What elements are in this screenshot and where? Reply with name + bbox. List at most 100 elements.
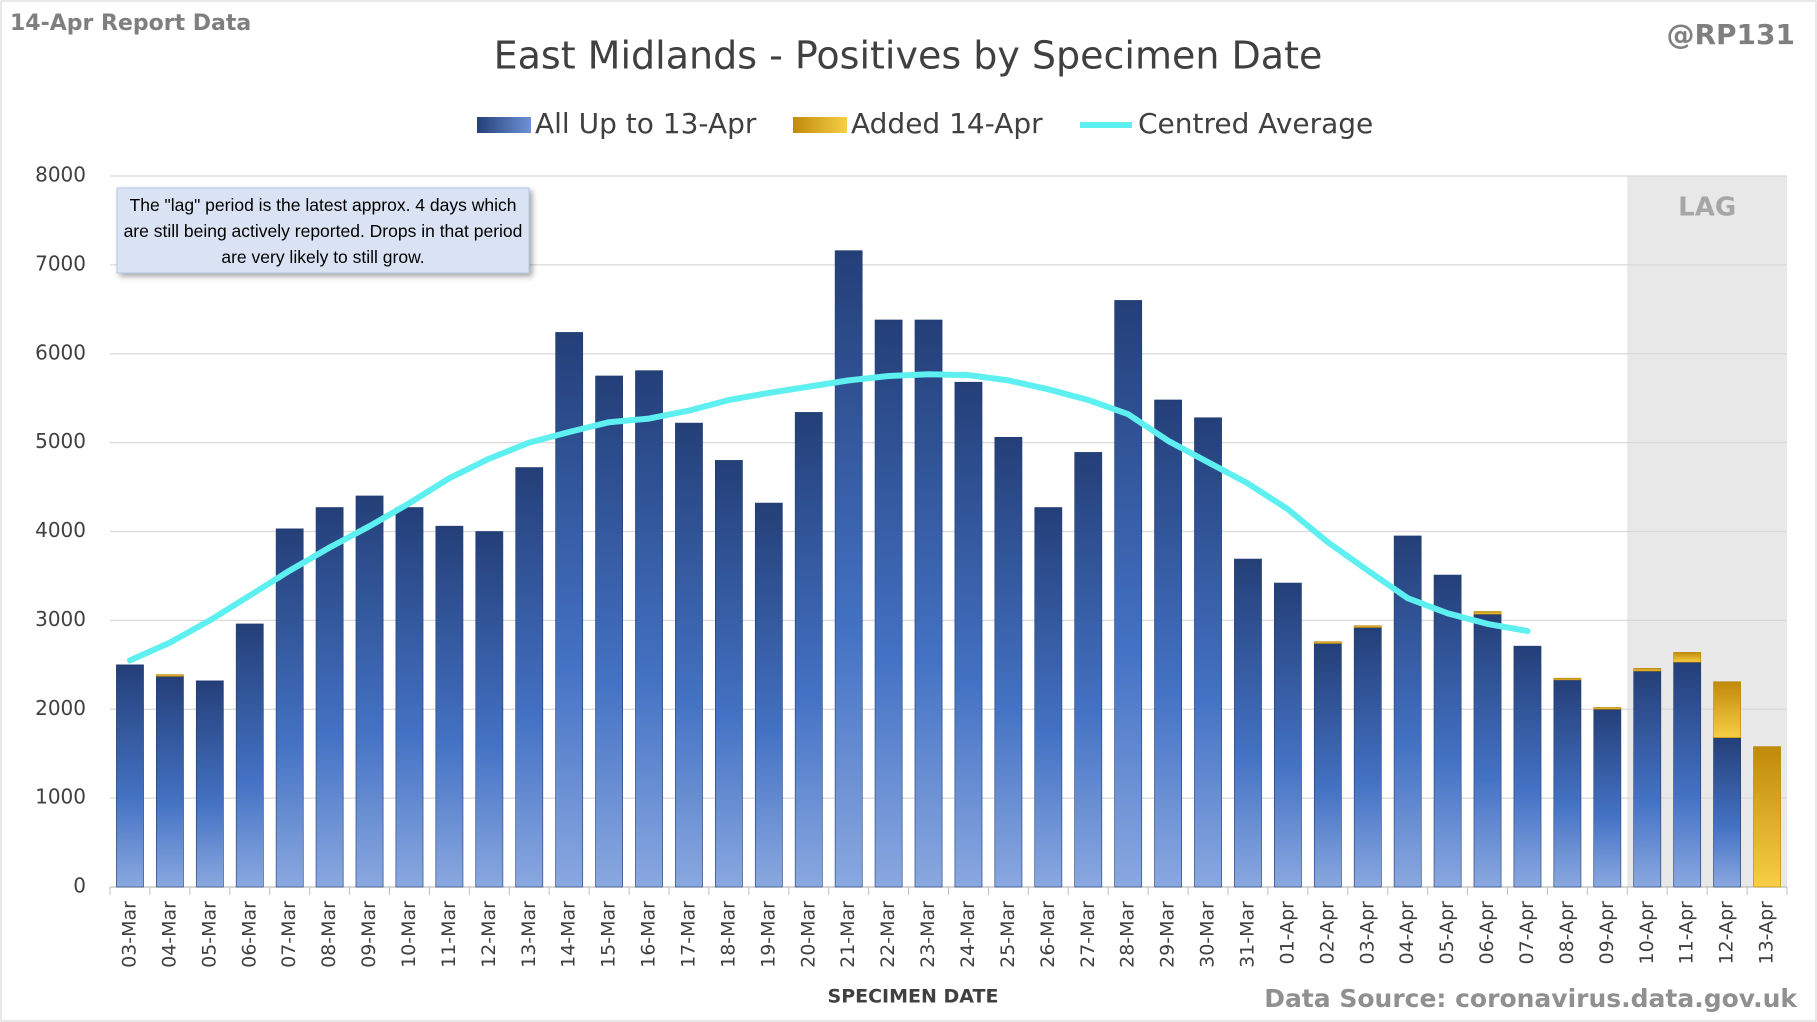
- bar-segment: [1633, 668, 1662, 672]
- bar-segment: [954, 381, 983, 888]
- x-tick-label: 13-Mar: [518, 901, 540, 968]
- x-tick-label: 14-Mar: [558, 901, 580, 968]
- x-tick-label: 31-Mar: [1236, 901, 1258, 968]
- average-line: [127, 371, 1531, 664]
- x-tick-label: 09-Apr: [1596, 901, 1618, 965]
- x-axis-title: SPECIMEN DATE: [828, 986, 999, 1008]
- y-tick-label: 5000: [35, 429, 86, 453]
- x-tick-label: 18-Mar: [717, 901, 739, 968]
- bar-segment: [475, 531, 504, 888]
- bar-segment: [515, 467, 544, 888]
- x-tick-label: 06-Apr: [1476, 901, 1498, 965]
- x-tick-label: 07-Apr: [1516, 901, 1538, 965]
- bar-segment: [1034, 507, 1063, 888]
- x-tick-label: 04-Mar: [158, 901, 180, 968]
- plot: LAG 0 1000 2000 3000 4000 5000 6000 7000 8000 03-M…: [35, 163, 1788, 968]
- x-tick-label: 11-Apr: [1676, 901, 1698, 965]
- x-tick-label: 04-Apr: [1396, 901, 1418, 965]
- bar-segment: [1553, 679, 1582, 888]
- y-tick-label: 6000: [35, 340, 86, 364]
- bar-segment: [1313, 641, 1342, 644]
- lag-label: LAG: [1678, 193, 1736, 223]
- bar-segment: [1473, 611, 1502, 615]
- x-tick-label: 08-Apr: [1556, 901, 1578, 965]
- x-tick-label: 23-Mar: [917, 901, 939, 968]
- bar-segment: [395, 507, 424, 888]
- x-tick-label: 06-Mar: [238, 901, 260, 968]
- bar-segment: [1593, 707, 1622, 710]
- bar-segment: [355, 495, 384, 888]
- legend-swatch: [793, 117, 847, 133]
- y-tick-label: 7000: [35, 251, 86, 275]
- x-tick-label: 12-Apr: [1716, 901, 1738, 965]
- x-tick-label: 26-Mar: [1037, 901, 1059, 968]
- bar-segment: [315, 507, 344, 888]
- bar-segment: [1194, 417, 1222, 888]
- x-tick-label: 19-Mar: [757, 901, 779, 968]
- y-tick-label: 1000: [35, 785, 86, 809]
- x-tick-label: 22-Mar: [877, 901, 899, 968]
- x-tick-label: 11-Mar: [438, 901, 460, 968]
- bar-segment: [794, 412, 823, 888]
- bar-segment: [235, 623, 264, 888]
- bar-segment: [156, 674, 184, 677]
- bar-segment: [1713, 681, 1741, 738]
- y-tick-label: 3000: [35, 607, 86, 631]
- x-tick-label: 03-Mar: [118, 901, 140, 968]
- bar-segment: [635, 370, 663, 888]
- x-tick-label: 20-Mar: [797, 901, 819, 968]
- legend-label: Added 14-Apr: [851, 107, 1043, 140]
- y-tick-label: 0: [73, 874, 86, 898]
- bar-segment: [1433, 574, 1462, 888]
- bar-segment: [994, 436, 1023, 888]
- x-tick-label: 27-Mar: [1077, 901, 1099, 968]
- y-tick-label: 4000: [35, 518, 86, 542]
- bar-segment: [1633, 670, 1662, 888]
- x-tick-label: 21-Mar: [837, 901, 859, 968]
- bar-segment: [1673, 652, 1702, 663]
- legend-label: Centred Average: [1138, 107, 1373, 140]
- x-tick-label: 07-Mar: [278, 901, 300, 968]
- y-tick-label: 2000: [35, 696, 86, 720]
- bar-segment: [195, 680, 224, 888]
- legend-swatch: [477, 117, 531, 133]
- x-tick-label: 17-Mar: [677, 901, 699, 968]
- x-tick-label: 03-Apr: [1356, 901, 1378, 965]
- bar-segment: [834, 250, 863, 888]
- x-tick-label: 24-Mar: [957, 901, 979, 968]
- x-tick-label: 13-Apr: [1756, 901, 1778, 965]
- x-tick-label: 10-Apr: [1636, 901, 1658, 965]
- bar-segment: [715, 460, 743, 888]
- bar-segment: [1114, 300, 1143, 888]
- x-tick-label: 08-Mar: [318, 901, 340, 968]
- bar-segment: [1074, 452, 1103, 888]
- bar-segment: [1713, 737, 1741, 888]
- bar-segment: [1673, 661, 1702, 888]
- bar-segment: [1353, 627, 1382, 888]
- legend: All Up to 13-Apr Added 14-Apr Centred Aver…: [477, 107, 1373, 140]
- author: @RP131: [1666, 18, 1795, 51]
- bar-segment: [914, 319, 943, 888]
- x-tick-label: 02-Apr: [1316, 901, 1338, 965]
- bar-segment: [1353, 625, 1382, 628]
- bar-segment: [1274, 582, 1302, 888]
- bar-segment: [1154, 399, 1182, 888]
- source: Data Source: coronavirus.data.gov.uk: [1264, 984, 1798, 1013]
- x-tick-label: 15-Mar: [598, 901, 620, 968]
- legend-label: All Up to 13-Apr: [535, 107, 757, 140]
- x-tick-label: 01-Apr: [1276, 901, 1298, 965]
- x-tick-label: 25-Mar: [997, 901, 1019, 968]
- bar-segment: [1553, 677, 1582, 681]
- annotation-box: [116, 187, 530, 274]
- annotation-holder: The "lag" period is the latest approx. 4…: [124, 195, 523, 267]
- x-tick-label: 12-Mar: [478, 901, 500, 968]
- bar-segment: [435, 525, 464, 888]
- x-tick-label: 10-Mar: [398, 901, 420, 968]
- bar-segment: [1473, 613, 1502, 888]
- x-tick-label: 09-Mar: [358, 901, 380, 968]
- x-tick-label: 05-Mar: [198, 901, 220, 968]
- y-tick-label: 8000: [35, 163, 86, 187]
- bar-segment: [1313, 643, 1342, 888]
